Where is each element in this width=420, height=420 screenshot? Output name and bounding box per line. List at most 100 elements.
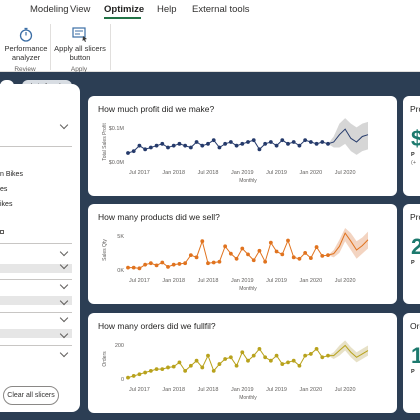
apply-label-1: Apply all slicers — [54, 44, 106, 53]
data-point — [240, 350, 245, 355]
slicer-option[interactable]: es — [0, 186, 8, 193]
chevron-down-icon[interactable] — [59, 280, 69, 290]
data-point — [154, 367, 159, 372]
data-point — [240, 246, 245, 251]
data-point — [143, 262, 148, 267]
apply-all-slicers-button[interactable]: Apply all slicers button — [52, 24, 108, 62]
data-point — [223, 244, 228, 249]
profit-card: How much profit did we make? $0.1M $0.0M T… — [88, 96, 397, 196]
orders-line-chart[interactable]: 200 0 Orders Jul 2017 Jan 2018 Jul 2018 Jan 20… — [88, 313, 397, 413]
data-point — [314, 245, 319, 249]
x-tick-label: Jul 2017 — [129, 170, 150, 176]
data-point — [280, 362, 285, 366]
data-point — [326, 141, 330, 146]
x-tick-label: Jul 2020 — [335, 387, 356, 393]
data-point — [303, 138, 308, 143]
data-point — [177, 360, 182, 365]
clear-all-slicers-button[interactable]: Clear all slicers — [3, 386, 59, 405]
x-tick-label: Jan 2020 — [300, 387, 323, 393]
data-point — [188, 363, 193, 368]
products-line-chart[interactable]: 5K 0K Sales Qty Jul 2017 Jan 2018 Jul 2018 Jan… — [88, 204, 397, 304]
y-tick-label: $0.1M — [109, 126, 125, 132]
data-point — [303, 353, 308, 358]
forecast-band — [328, 340, 368, 363]
x-tick-label: Jul 2019 — [266, 170, 287, 176]
chevron-down-icon[interactable] — [59, 120, 69, 130]
performance-analyzer-button[interactable]: Performance analyzer — [2, 24, 50, 62]
slicer-dropdown[interactable] — [0, 329, 72, 338]
data-point — [217, 145, 222, 150]
data-point — [326, 353, 330, 358]
data-point — [228, 355, 233, 360]
data-point — [160, 141, 165, 146]
menu-optimize[interactable]: Optimize — [104, 4, 145, 15]
y-tick-label: 200 — [115, 343, 124, 349]
x-axis-title: Monthly — [239, 395, 257, 401]
kpi-title: Ord — [410, 321, 420, 331]
ribbon-separator — [110, 24, 111, 70]
ribbon-separator — [50, 24, 51, 70]
data-point — [320, 140, 325, 144]
data-point — [320, 253, 325, 258]
data-point — [234, 256, 239, 261]
kpi-title: Pro — [410, 104, 420, 114]
data-point — [166, 145, 170, 150]
chevron-down-icon[interactable] — [59, 348, 69, 358]
y-tick-label: 0K — [117, 268, 124, 274]
products-kpi-card: Pro 2 P — [403, 204, 420, 304]
card-title: How much profit did we make? — [98, 104, 215, 114]
divider — [0, 279, 72, 280]
profit-kpi-card: Pro $ P (+ — [403, 96, 420, 196]
data-point — [268, 240, 273, 245]
x-axis-title: Monthly — [239, 286, 257, 292]
x-tick-label: Jan 2018 — [162, 278, 185, 284]
data-point — [303, 251, 308, 255]
data-point — [194, 255, 199, 260]
data-point — [211, 260, 216, 265]
data-point — [177, 141, 182, 146]
data-point — [126, 151, 130, 155]
data-point — [308, 140, 313, 144]
forecast-band — [328, 228, 368, 259]
slicer-option[interactable]: n Bikes — [0, 171, 23, 178]
data-point — [154, 263, 159, 268]
data-point — [246, 252, 250, 257]
x-tick-label: Jan 2020 — [300, 170, 323, 176]
x-tick-label: Jul 2017 — [129, 387, 150, 393]
menu-modeling[interactable]: Modeling — [30, 4, 69, 15]
performance-label-2: analyzer — [11, 53, 41, 62]
y-tick-label: $0.0M — [109, 160, 125, 166]
data-point — [246, 358, 250, 363]
checkbox[interactable] — [0, 230, 4, 234]
chevron-down-icon[interactable] — [59, 247, 69, 257]
data-point — [131, 149, 136, 154]
x-tick-label: Jul 2018 — [198, 387, 219, 393]
kpi-title: Pro — [410, 212, 420, 222]
divider — [0, 312, 72, 313]
orders-kpi-card: Ord 1 P — [403, 313, 420, 413]
data-point — [286, 141, 290, 146]
menu-help[interactable]: Help — [157, 4, 177, 15]
kpi-value: $ — [411, 126, 420, 151]
data-point — [154, 143, 159, 148]
chevron-down-icon[interactable] — [59, 313, 69, 323]
data-point — [274, 143, 279, 148]
data-point — [188, 253, 193, 258]
menu-external-tools[interactable]: External tools — [192, 4, 250, 15]
divider — [0, 146, 72, 147]
slicer-dropdown[interactable] — [0, 264, 72, 273]
divider — [0, 345, 72, 346]
menu-bar: Modeling View Optimize Help External too… — [0, 0, 420, 20]
series-line — [127, 348, 329, 379]
data-point — [194, 358, 199, 363]
menu-view[interactable]: View — [70, 4, 91, 15]
slicer-dropdown[interactable] — [0, 296, 72, 305]
data-point — [137, 372, 142, 377]
data-point — [246, 140, 250, 144]
forecast-line — [328, 344, 369, 358]
orders-card: How many orders did we fullfil? 200 0 Orde… — [88, 313, 397, 413]
x-tick-label: Jul 2019 — [266, 387, 287, 393]
slicer-option[interactable]: ikes — [0, 201, 13, 208]
data-point — [217, 362, 222, 366]
